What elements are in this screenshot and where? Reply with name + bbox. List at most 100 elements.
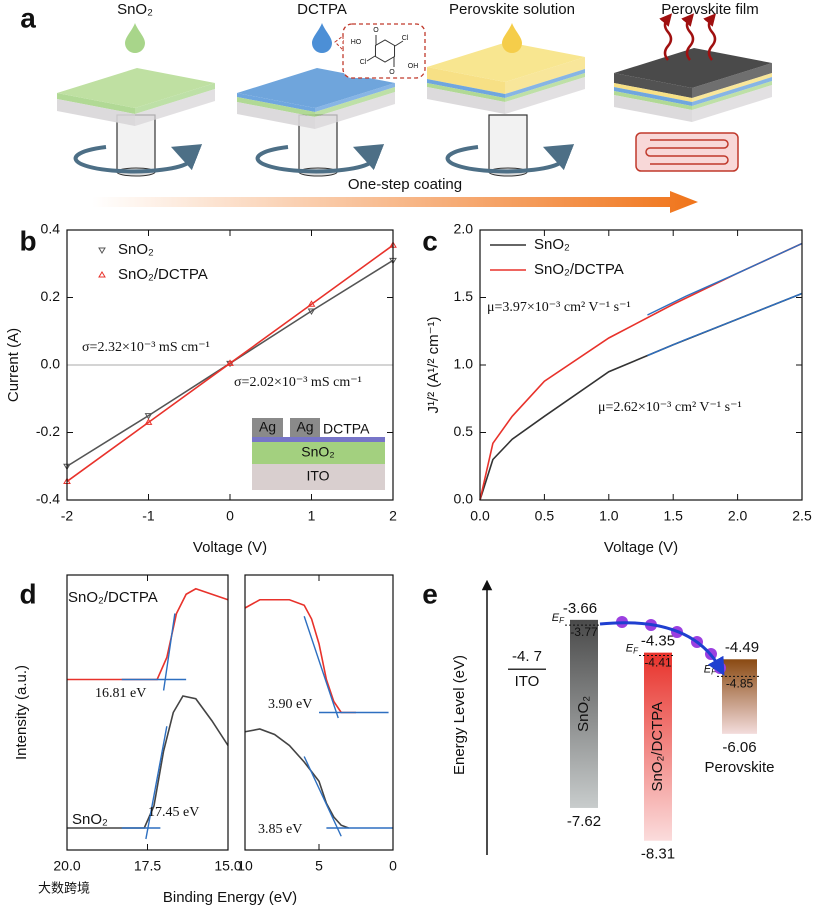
layer-side <box>237 97 315 117</box>
layer-side <box>692 77 772 106</box>
x-tick-label: 5 <box>315 858 323 874</box>
annotation: 3.90 eV <box>268 697 312 712</box>
layer-side <box>237 93 315 112</box>
molecule-box <box>342 23 426 79</box>
droplet <box>125 23 145 53</box>
ito-value: -4. 7 <box>512 648 542 665</box>
layer-side <box>614 91 692 110</box>
fit-line <box>145 726 168 840</box>
watermark: 大数跨境 <box>38 880 90 895</box>
x-tick-label: 10 <box>237 858 253 874</box>
step-label: DCTPA <box>297 1 347 18</box>
x-tick-label: 1.5 <box>663 508 683 524</box>
layer-name: SnO₂/DCTPA <box>649 702 666 792</box>
x-tick-label: 0.0 <box>470 508 490 524</box>
annotation: 3.85 eV <box>258 822 302 837</box>
energy-bar <box>644 652 672 841</box>
layer-name: SnO₂ <box>575 696 592 732</box>
fermi-symbol-sub: F <box>633 647 639 656</box>
data-marker <box>144 413 153 420</box>
bottom-value: -8.31 <box>641 846 675 863</box>
x-tick-label: 1 <box>308 508 316 524</box>
annotation: 17.45 eV <box>148 805 199 820</box>
inset-electrode <box>290 418 320 437</box>
energy-bar <box>722 659 757 734</box>
x-tick-label: -1 <box>142 508 155 524</box>
legend-label: SnO₂/DCTPA <box>118 266 208 283</box>
step-label: Perovskite solution <box>449 1 575 18</box>
layer-side <box>427 67 505 94</box>
x-tick-label: 20.0 <box>53 858 80 874</box>
layer-side <box>692 85 772 122</box>
layer-side <box>427 79 505 98</box>
droplet <box>502 23 522 53</box>
y-tick-label: 0.2 <box>41 288 61 304</box>
data-marker <box>307 300 316 307</box>
inset-sno2 <box>252 442 385 464</box>
layer-top <box>614 48 772 88</box>
ito-name: ITO <box>515 673 540 690</box>
x-tick-label: 17.5 <box>134 858 161 874</box>
fit-line <box>244 728 349 829</box>
y-axis-label: J¹/² (A¹/² cm⁻¹) <box>425 316 442 413</box>
bottom-value: -7.62 <box>567 813 601 830</box>
inset-label: Ag <box>259 419 276 435</box>
y-axis-label: Current (A) <box>5 328 22 402</box>
y-tick-label: 0.0 <box>41 356 61 372</box>
data-marker <box>226 359 234 366</box>
panel-label: c <box>422 225 438 256</box>
inset-electrode <box>252 418 283 437</box>
legend-label: SnO₂ <box>534 236 570 253</box>
x-tick-label: 0 <box>389 858 397 874</box>
x-tick-label: 2.0 <box>728 508 748 524</box>
bottom-value: -6.06 <box>722 739 756 756</box>
legend-marker <box>98 271 106 278</box>
plot-frame <box>244 574 394 851</box>
y-tick-label: 1.0 <box>454 356 474 372</box>
atom-label: HO <box>351 39 362 46</box>
layer-side <box>237 102 315 129</box>
layer-side <box>614 73 692 98</box>
y-axis-label: Intensity (a.u.) <box>13 665 30 760</box>
data-line <box>66 244 394 483</box>
y-tick-label: 0.4 <box>41 221 61 237</box>
x-axis-label: Voltage (V) <box>193 539 267 556</box>
layer-top <box>57 68 215 108</box>
fit-line <box>303 756 342 837</box>
legend-marker <box>98 247 106 254</box>
inset-label: SnO₂ <box>301 444 334 460</box>
data-line <box>479 292 803 501</box>
fermi-symbol: EF <box>552 612 565 625</box>
fermi-symbol-main: E <box>552 612 560 624</box>
inset-ito <box>252 464 385 490</box>
fit-line <box>162 613 176 691</box>
panel-label: d <box>19 578 36 609</box>
step-label: Perovskite film <box>661 1 759 18</box>
data-marker <box>144 418 153 425</box>
annotation: 16.81 eV <box>95 686 146 701</box>
x-tick-label: 0.5 <box>535 508 555 524</box>
heat-wave <box>659 13 673 61</box>
bonds <box>366 35 404 67</box>
layer-side <box>614 95 692 122</box>
layer-side <box>315 87 395 117</box>
atom-label: OH <box>408 63 419 70</box>
plot-frame <box>479 229 803 501</box>
layer-side <box>505 73 585 102</box>
layer-side <box>614 87 692 106</box>
legend-label: SnO₂ <box>118 241 154 258</box>
inset-dctpa <box>252 437 385 442</box>
series-label: SnO₂/DCTPA <box>68 589 158 606</box>
top-value: -4.35 <box>641 633 675 650</box>
fermi-value: -4.85 <box>726 677 754 691</box>
x-tick-label: 15.0 <box>214 858 241 874</box>
layer-side <box>427 83 505 102</box>
droplet <box>312 23 332 53</box>
layer-side <box>57 93 135 114</box>
x-tick-label: 1.0 <box>599 508 619 524</box>
panel-label: e <box>422 578 438 609</box>
layer-side <box>505 57 585 94</box>
heat-wave <box>681 13 695 61</box>
x-tick-label: -2 <box>61 508 74 524</box>
